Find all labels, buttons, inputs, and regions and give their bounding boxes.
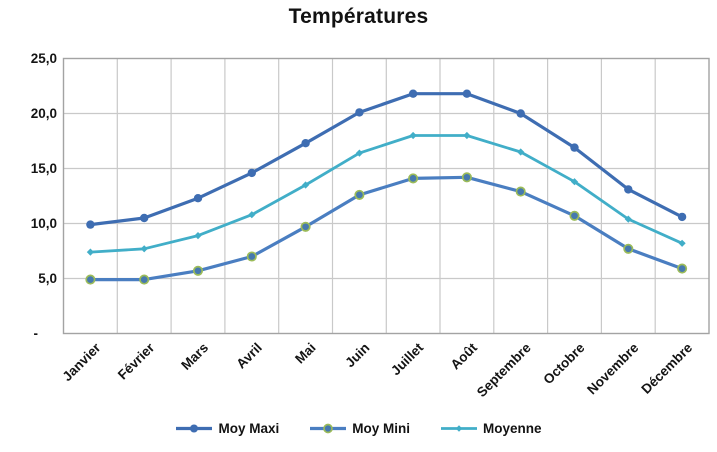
legend-item-moyenne: Moyenne (440, 421, 542, 436)
data-point-marker (86, 220, 95, 229)
data-point-marker (354, 189, 365, 200)
data-point-marker (190, 424, 199, 433)
data-point-marker (462, 89, 472, 98)
data-point-marker (408, 173, 419, 184)
x-axis-label: Mars (178, 340, 211, 373)
chart-title: Températures (288, 5, 429, 28)
data-point-marker (624, 185, 633, 194)
data-point-marker (323, 423, 334, 434)
x-axis-label: Mai (292, 340, 319, 367)
data-point-marker (85, 274, 96, 285)
data-point-marker (570, 178, 579, 186)
y-axis-tick-label: 15,0 (31, 161, 57, 176)
data-point-marker (246, 251, 257, 262)
data-point-marker (355, 149, 363, 157)
y-axis-tick-label: 5,0 (38, 271, 57, 286)
y-axis-tick-label: 20,0 (31, 106, 57, 121)
data-point-marker (517, 148, 525, 156)
data-point-marker (515, 186, 526, 197)
x-axis-label: Octobre (540, 340, 588, 388)
data-point-marker (193, 194, 203, 203)
x-axis-label: Janvier (59, 339, 104, 384)
data-point-marker (409, 131, 417, 140)
data-point-marker (463, 131, 471, 140)
x-axis-label: Février (115, 339, 158, 382)
x-axis-label: Avril (233, 340, 264, 371)
data-point-marker (677, 263, 688, 274)
legend-label: Moyenne (483, 421, 542, 436)
x-axis-labels: Janvier Février Mars Avril Mai Juin Juillet Aoû… (59, 339, 695, 399)
data-point-marker (140, 213, 149, 223)
data-point-marker (301, 139, 310, 148)
legend-swatch (176, 424, 213, 433)
data-point-marker (140, 245, 148, 253)
data-point-marker (678, 239, 686, 247)
legend: Moy Maxi Moy Mini Moyenne (0, 421, 717, 436)
data-point-marker (355, 108, 364, 117)
data-point-marker (300, 221, 311, 232)
y-axis-tick-label: 25,0 (31, 51, 57, 66)
series-moy-maxi (86, 89, 687, 229)
data-point-marker (677, 212, 687, 222)
data-point-marker (455, 425, 463, 432)
legend-swatch (310, 423, 347, 434)
data-point-marker (302, 181, 310, 189)
legend-label: Moy Maxi (218, 421, 280, 436)
legend-label: Moy Mini (352, 421, 410, 436)
x-axis-label: Juillet (388, 340, 427, 379)
data-point-marker (194, 232, 202, 240)
data-point-marker (569, 210, 580, 221)
series-moy-mini (85, 172, 688, 285)
legend-swatch (441, 425, 477, 432)
legend-item-moy-maxi: Moy Maxi (175, 421, 279, 436)
data-point-marker (408, 89, 418, 98)
data-point-marker (570, 143, 579, 152)
x-axis-label: Septembre (474, 340, 534, 400)
x-axis-label: Août (448, 340, 481, 373)
data-point-marker (461, 172, 472, 183)
x-axis-label: Décembre (638, 340, 695, 397)
data-point-marker (86, 248, 94, 256)
series-moyenne (86, 131, 686, 256)
gridlines (63, 58, 709, 334)
data-point-marker (139, 274, 150, 285)
x-axis-label: Novembre (584, 340, 642, 398)
y-axis-tick-label: - (34, 326, 39, 341)
y-axis-labels: 25,0 20,0 15,0 10,0 5,0 - (31, 51, 57, 341)
x-axis-label: Juin (342, 340, 372, 370)
data-point-marker (247, 168, 256, 178)
data-point-marker (623, 243, 634, 254)
y-axis-tick-label: 10,0 (31, 216, 57, 231)
data-point-marker (516, 109, 525, 118)
data-point-marker (624, 215, 632, 223)
data-point-marker (248, 211, 256, 219)
plot-border (62, 57, 710, 335)
data-point-marker (192, 265, 204, 276)
legend-item-moy-mini: Moy Mini (309, 421, 410, 436)
